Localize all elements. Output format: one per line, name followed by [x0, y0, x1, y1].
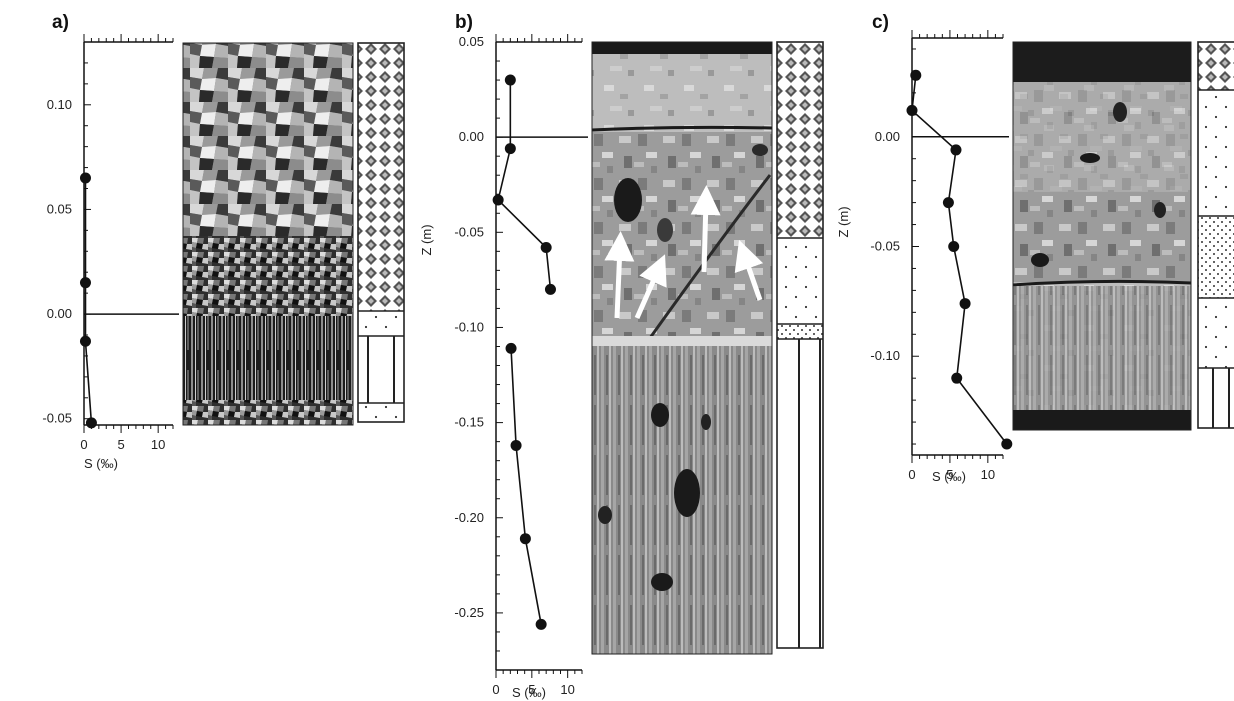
panel-c: c) Z (m) 0 5 10 0.00 -0.05 -0.10 S (‰)	[836, 12, 1234, 484]
panel-a-ice-photo	[182, 42, 354, 426]
data-point	[79, 335, 91, 347]
panel-b-plot: 0 5 10 0.05 0.00 -0.05 -0.10 -0.15 -0.20 -0.25	[454, 34, 588, 697]
y-tick-label: -0.15	[454, 415, 484, 430]
x-tick-label: 0	[908, 467, 915, 482]
data-point	[540, 242, 552, 254]
data-point	[959, 298, 971, 310]
panel-b-x-axis-label: S (‰)	[512, 685, 546, 700]
frazil-ice-layer	[1198, 90, 1234, 216]
data-point	[79, 277, 91, 289]
granular-ice-layer	[1198, 42, 1234, 90]
series-line	[510, 348, 542, 625]
series-line	[497, 80, 552, 290]
data-point	[504, 74, 516, 86]
data-point	[544, 283, 556, 295]
x-tick-label: 5	[117, 437, 124, 452]
snow-ice-layer	[1198, 216, 1234, 298]
data-point	[942, 197, 954, 209]
x-tick-label: 0	[492, 682, 499, 697]
x-tick-label: 5	[946, 467, 953, 482]
series-line	[911, 75, 1008, 445]
y-tick-label: -0.25	[454, 605, 484, 620]
y-tick-label: 0.05	[47, 201, 72, 216]
frazil-ice-layer-lower	[1198, 298, 1234, 368]
data-point	[535, 618, 547, 630]
arrow-icon	[634, 254, 667, 320]
granular-ice-layer	[777, 42, 823, 238]
x-tick-label: 0	[80, 437, 87, 452]
y-tick-label: -0.20	[454, 510, 484, 525]
data-point	[510, 439, 522, 451]
data-point	[505, 342, 517, 354]
data-point	[910, 69, 922, 81]
granular-ice-layer	[358, 43, 404, 311]
panel-b-stratigraphy-column	[776, 41, 824, 649]
data-point	[950, 144, 962, 156]
x-tick-label: 10	[560, 682, 574, 697]
y-tick-label: -0.05	[454, 224, 484, 239]
data-point	[1001, 438, 1013, 450]
data-point	[79, 172, 91, 184]
frazil-ice-layer	[358, 311, 404, 336]
y-tick-label: -0.10	[870, 348, 900, 363]
x-tick-label: 10	[981, 467, 995, 482]
data-point	[948, 241, 960, 252]
panel-b-y-axis-label: Z (m)	[419, 224, 434, 255]
data-point	[906, 104, 918, 116]
y-tick-label: 0.05	[459, 34, 484, 49]
panel-c-ice-photo	[1012, 41, 1192, 431]
y-tick-label: -0.10	[454, 319, 484, 334]
y-tick-label: 0.00	[459, 129, 484, 144]
panel-c-y-axis-label: Z (m)	[836, 206, 851, 237]
columnar-ice-layer	[358, 336, 404, 403]
panel-a-x-axis-label: S (‰)	[84, 456, 118, 471]
data-point	[85, 417, 97, 429]
y-tick-label: -0.05	[42, 411, 72, 426]
panel-b: b) Z (m) 0 5 10 0.05 0.00 -0.05 -0.10 -0.15 -0.2…	[419, 12, 824, 700]
panel-a: a) 0 5 10 0.10 0.05 0.00 -0.05 S (‰)	[42, 12, 405, 471]
arrow-icon	[734, 239, 764, 301]
y-tick-label: 0.10	[47, 97, 72, 112]
x-tick-label: 10	[151, 437, 165, 452]
y-tick-label: -0.05	[870, 239, 900, 254]
panel-a-plot: 0 5 10 0.10 0.05 0.00 -0.05	[42, 34, 179, 452]
panel-a-label: a)	[52, 12, 69, 33]
y-tick-label: 0.00	[875, 129, 900, 144]
panel-a-stratigraphy-column	[357, 42, 405, 423]
panel-c-plot: 0 5 10 0.00 -0.05 -0.10	[870, 30, 1013, 482]
y-tick-label: 0.00	[47, 306, 72, 321]
panel-c-stratigraphy-column	[1197, 41, 1234, 429]
arrow-icon	[604, 231, 635, 319]
frazil-ice-layer	[777, 238, 823, 324]
data-point	[519, 533, 531, 545]
panel-b-label: b)	[455, 12, 473, 33]
data-point	[492, 194, 504, 206]
series-line	[84, 178, 93, 423]
panel-c-label: c)	[872, 12, 889, 33]
panel-c-x-axis-label: S (‰)	[932, 469, 966, 484]
arrow-icon	[690, 185, 721, 273]
panel-b-ice-photo	[591, 41, 773, 655]
x-tick-label: 5	[528, 682, 535, 697]
data-point	[951, 372, 963, 384]
data-point	[504, 143, 516, 155]
transition-layer	[777, 324, 823, 339]
frazil-ice-layer-bottom	[358, 403, 404, 422]
